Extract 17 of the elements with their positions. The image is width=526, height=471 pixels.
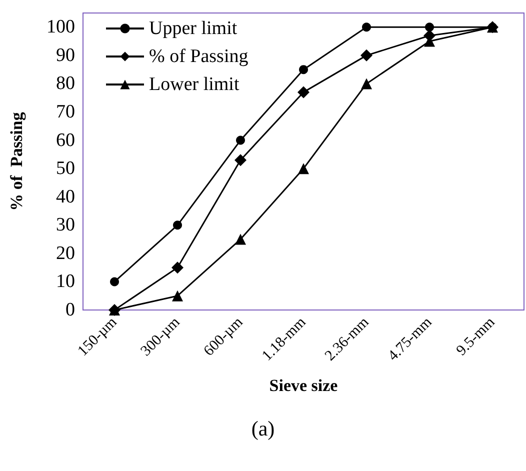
y-tick-label: 50 [56, 158, 75, 180]
y-tick-label: 70 [56, 102, 75, 122]
y-tick-label: 60 [56, 130, 75, 151]
y-tick-label: 80 [56, 73, 75, 94]
legend-label: Lower limit [149, 74, 240, 95]
y-tick-label: 10 [56, 271, 75, 292]
y-tick-label: 40 [56, 186, 75, 208]
y-tick-label: 20 [56, 242, 75, 264]
x-axis-title: Sieve size [269, 376, 338, 395]
y-axis-title: % of Passing [7, 112, 26, 211]
legend-label: Upper limit [149, 18, 238, 39]
text: (a) [251, 416, 275, 440]
y-tick-label: 90 [56, 44, 75, 66]
legend-label: % of Passing [149, 46, 249, 67]
y-tick-label: 100 [46, 16, 75, 38]
y-tick-label: 0 [66, 300, 75, 320]
y-tick-label: 30 [56, 214, 75, 236]
